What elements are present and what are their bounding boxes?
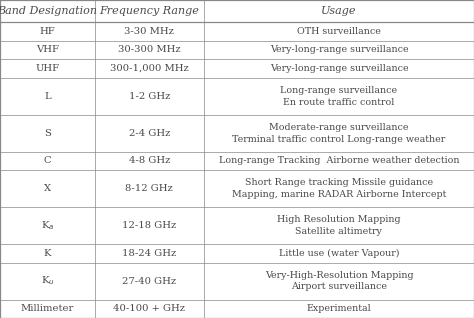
Text: Long-range surveillance
En route traffic control: Long-range surveillance En route traffic… bbox=[280, 86, 398, 107]
Text: 30-300 MHz: 30-300 MHz bbox=[118, 45, 181, 54]
Text: K$_a$: K$_a$ bbox=[41, 219, 54, 232]
Text: Moderate-range surveillance
Terminal traffic control Long-range weather: Moderate-range surveillance Terminal tra… bbox=[232, 123, 446, 143]
Text: Very-High-Resolution Mapping
Airport surveillance: Very-High-Resolution Mapping Airport sur… bbox=[264, 271, 413, 291]
Text: Short Range tracking Missile guidance
Mapping, marine RADAR Airborne Intercept: Short Range tracking Missile guidance Ma… bbox=[232, 178, 446, 199]
Text: Long-range Tracking  Airborne weather detection: Long-range Tracking Airborne weather det… bbox=[219, 156, 459, 165]
Text: VHF: VHF bbox=[36, 45, 59, 54]
Text: Little use (water Vapour): Little use (water Vapour) bbox=[279, 249, 399, 258]
Text: High Resolution Mapping
Satellite altimetry: High Resolution Mapping Satellite altime… bbox=[277, 215, 401, 236]
Text: L: L bbox=[44, 92, 51, 100]
Text: Band Designation: Band Designation bbox=[0, 6, 97, 16]
Text: Experimental: Experimental bbox=[307, 304, 371, 313]
Text: 8-12 GHz: 8-12 GHz bbox=[126, 184, 173, 193]
Text: 1-2 GHz: 1-2 GHz bbox=[128, 92, 170, 100]
Text: C: C bbox=[44, 156, 51, 165]
Text: 12-18 GHz: 12-18 GHz bbox=[122, 221, 176, 230]
Text: 2-4 GHz: 2-4 GHz bbox=[128, 128, 170, 138]
Text: K$_u$: K$_u$ bbox=[41, 275, 54, 287]
Text: HF: HF bbox=[39, 27, 55, 36]
Text: 40-100 + GHz: 40-100 + GHz bbox=[113, 304, 185, 313]
Text: S: S bbox=[44, 128, 51, 138]
Text: 4-8 GHz: 4-8 GHz bbox=[128, 156, 170, 165]
Text: 300-1,000 MHz: 300-1,000 MHz bbox=[110, 64, 189, 73]
Text: 27-40 GHz: 27-40 GHz bbox=[122, 277, 176, 286]
Text: Usage: Usage bbox=[321, 6, 356, 16]
Text: X: X bbox=[44, 184, 51, 193]
Text: UHF: UHF bbox=[36, 64, 59, 73]
Text: Millimeter: Millimeter bbox=[21, 304, 74, 313]
Text: Very-long-range surveillance: Very-long-range surveillance bbox=[270, 64, 408, 73]
Text: 3-30 MHz: 3-30 MHz bbox=[124, 27, 174, 36]
Text: Very-long-range surveillance: Very-long-range surveillance bbox=[270, 45, 408, 54]
Text: Frequency Range: Frequency Range bbox=[100, 6, 199, 16]
Text: 18-24 GHz: 18-24 GHz bbox=[122, 249, 176, 258]
Text: OTH surveillance: OTH surveillance bbox=[297, 27, 381, 36]
Text: K: K bbox=[44, 249, 51, 258]
